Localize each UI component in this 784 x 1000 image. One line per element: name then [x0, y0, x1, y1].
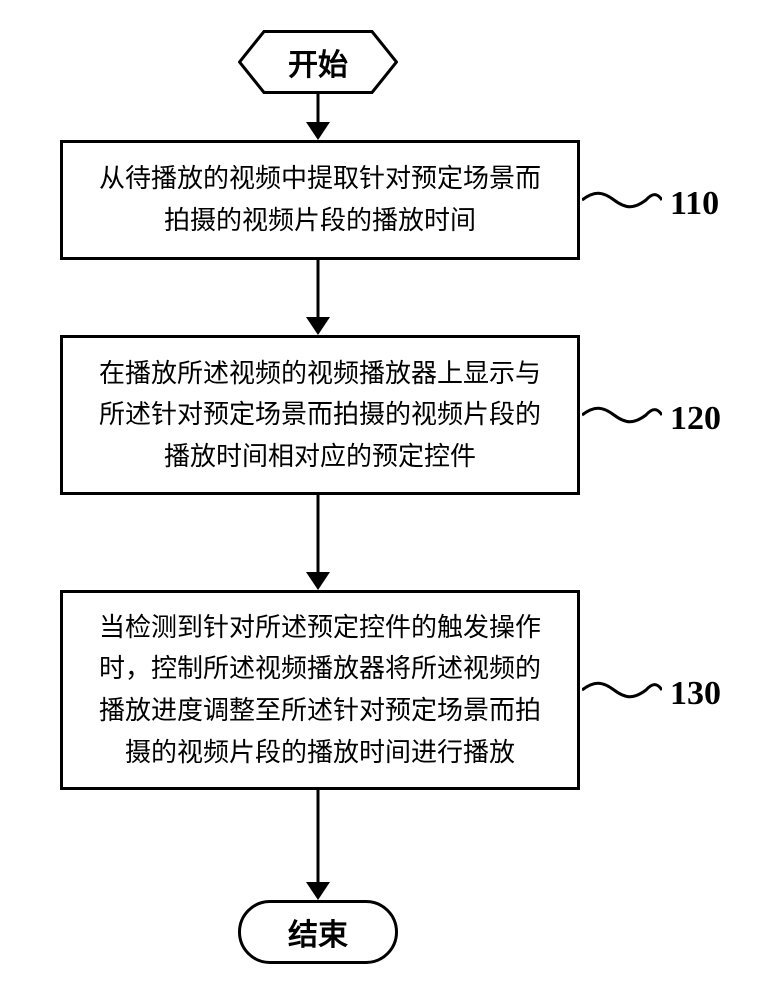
connector-squiggle [582, 675, 662, 705]
process-step-110: 从待播放的视频中提取针对预定场景而拍摄的视频片段的播放时间 [60, 140, 580, 260]
flow-arrow [303, 495, 333, 590]
connector-squiggle [582, 185, 662, 215]
start-label: 开始 [238, 30, 398, 94]
flow-arrow [303, 94, 333, 140]
process-step-130: 当检测到针对所述预定控件的触发操作时，控制所述视频播放器将所述视频的播放进度调整… [60, 590, 580, 790]
step-ref-110: 110 [670, 185, 719, 223]
step-ref-120: 120 [670, 400, 721, 438]
connector-squiggle [582, 400, 662, 430]
flow-arrow [303, 790, 333, 900]
end-label: 结束 [288, 910, 348, 954]
start-node: 开始 [238, 30, 398, 94]
end-node: 结束 [238, 900, 398, 964]
flow-arrow [303, 260, 333, 335]
process-step-120: 在播放所述视频的视频播放器上显示与所述针对预定场景而拍摄的视频片段的播放时间相对… [60, 335, 580, 495]
flowchart-canvas: 开始从待播放的视频中提取针对预定场景而拍摄的视频片段的播放时间 110 在播放所述视… [0, 0, 784, 1000]
step-ref-130: 130 [670, 675, 721, 713]
